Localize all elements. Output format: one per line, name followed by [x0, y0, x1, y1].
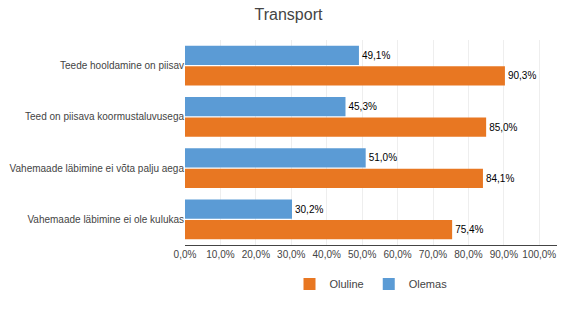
svg-text:49,1%: 49,1%	[362, 50, 390, 61]
svg-text:Vahemaade läbimine ei võta pal: Vahemaade läbimine ei võta palju aega	[10, 163, 185, 174]
svg-text:70,0%: 70,0%	[419, 249, 447, 260]
svg-text:100,0%: 100,0%	[522, 249, 556, 260]
svg-text:90,0%: 90,0%	[490, 249, 518, 260]
svg-text:30,0%: 30,0%	[277, 249, 305, 260]
svg-text:0,0%: 0,0%	[174, 249, 197, 260]
svg-text:Teede hooldamine on piisav: Teede hooldamine on piisav	[60, 60, 184, 71]
svg-text:20,0%: 20,0%	[242, 249, 270, 260]
svg-text:84,1%: 84,1%	[486, 173, 514, 184]
svg-text:50,0%: 50,0%	[348, 249, 376, 260]
svg-text:40,0%: 40,0%	[313, 249, 341, 260]
svg-text:Teed on piisava koormustaluvus: Teed on piisava koormustaluvusega	[25, 111, 184, 122]
svg-text:Oluline: Oluline	[330, 278, 364, 290]
svg-text:10,0%: 10,0%	[206, 249, 234, 260]
svg-text:Transport: Transport	[255, 6, 323, 23]
svg-text:51,0%: 51,0%	[369, 152, 397, 163]
svg-text:Olemas: Olemas	[409, 278, 447, 290]
svg-text:85,0%: 85,0%	[489, 122, 517, 133]
svg-text:75,4%: 75,4%	[455, 224, 483, 235]
svg-text:Vahemaade läbimine ei ole kulu: Vahemaade läbimine ei ole kulukas	[27, 214, 184, 225]
svg-text:30,2%: 30,2%	[295, 204, 323, 215]
svg-text:60,0%: 60,0%	[383, 249, 411, 260]
svg-text:45,3%: 45,3%	[348, 101, 376, 112]
svg-text:80,0%: 80,0%	[454, 249, 482, 260]
svg-text:90,3%: 90,3%	[508, 70, 536, 81]
